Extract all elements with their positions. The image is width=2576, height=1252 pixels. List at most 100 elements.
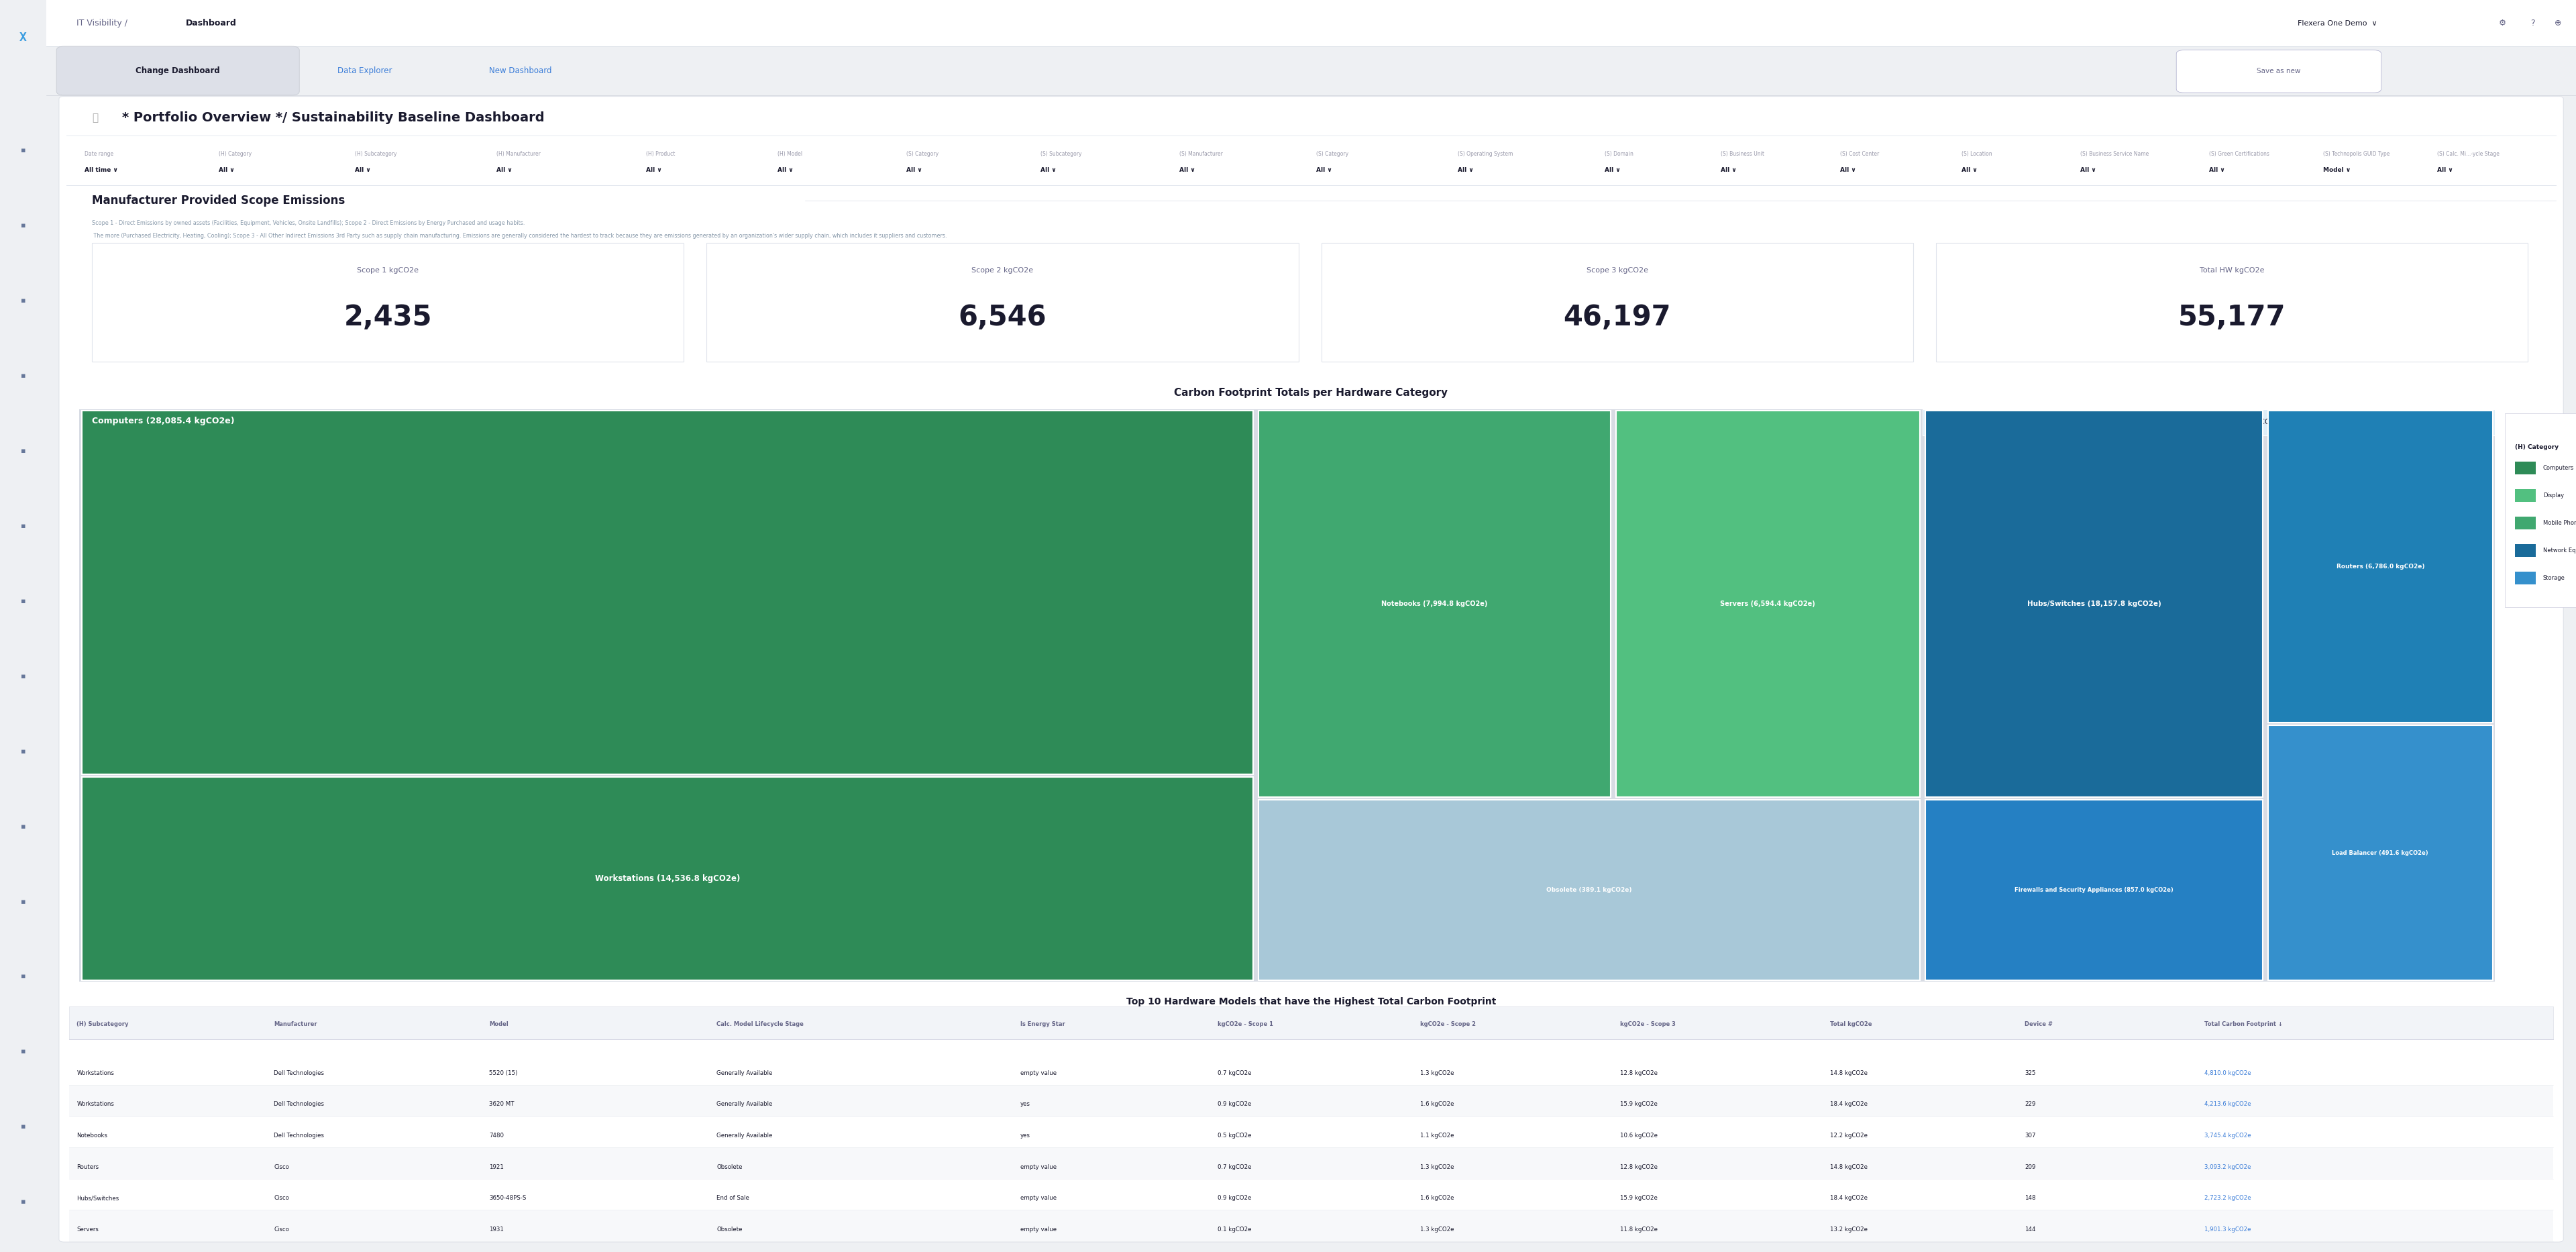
Text: 1.1 kgCO2e: 1.1 kgCO2e — [1419, 1133, 1453, 1138]
Text: Save as new: Save as new — [2257, 68, 2300, 75]
Text: (H) Category: (H) Category — [219, 151, 252, 156]
Text: 1,901.3 kgCO2e: 1,901.3 kgCO2e — [2205, 1227, 2251, 1232]
Text: kgCO2e - Scope 1: kgCO2e - Scope 1 — [1218, 1022, 1273, 1027]
Text: 18.4 kgCO2e: 18.4 kgCO2e — [1829, 1196, 1868, 1201]
Text: 46,197: 46,197 — [1564, 303, 1672, 332]
Text: empty value: empty value — [1020, 1196, 1056, 1201]
Text: Manufacturer Provided Scope Emissions: Manufacturer Provided Scope Emissions — [93, 194, 345, 207]
Text: (S) Manufacturer: (S) Manufacturer — [1180, 151, 1224, 156]
Bar — [1924, 800, 2264, 980]
Text: The more (Purchased Electricity, Heating, Cooling); Scope 3 - All Other Indirect: The more (Purchased Electricity, Heating… — [93, 233, 948, 239]
Text: 1.3 kgCO2e: 1.3 kgCO2e — [1419, 1070, 1453, 1075]
Text: All ∨: All ∨ — [1180, 168, 1195, 173]
Text: (S) Category: (S) Category — [1316, 151, 1347, 156]
Bar — [70, 1147, 2553, 1179]
Text: 1.3 kgCO2e: 1.3 kgCO2e — [1419, 1164, 1453, 1169]
Text: 1.3 kgCO2e: 1.3 kgCO2e — [1419, 1227, 1453, 1232]
Text: 2,435: 2,435 — [343, 303, 433, 332]
Text: Carbon Footprint Totals per Hardware Category: Carbon Footprint Totals per Hardware Cat… — [1175, 388, 1448, 398]
Text: ?: ? — [2530, 19, 2535, 28]
Text: 11.8 kgCO2e: 11.8 kgCO2e — [1620, 1227, 1656, 1232]
Text: All ∨: All ∨ — [219, 168, 234, 173]
Text: All ∨: All ∨ — [778, 168, 793, 173]
Text: All ∨: All ∨ — [907, 168, 922, 173]
Text: kgCO2e - Scope 3: kgCO2e - Scope 3 — [1620, 1022, 1674, 1027]
Bar — [70, 1209, 2553, 1242]
Text: All ∨: All ∨ — [2210, 168, 2226, 173]
Bar — [2514, 462, 2535, 475]
Text: X: X — [21, 31, 26, 44]
Text: Obsolete (389.1 kgCO2e): Obsolete (389.1 kgCO2e) — [1546, 886, 1631, 893]
Text: (S) Cost Center: (S) Cost Center — [1839, 151, 1878, 156]
Text: (S) Green Certifications: (S) Green Certifications — [2210, 151, 2269, 156]
Text: 14.8 kgCO2e: 14.8 kgCO2e — [1829, 1164, 1868, 1169]
Bar — [70, 1117, 2553, 1147]
Text: All ∨: All ∨ — [2081, 168, 2097, 173]
Text: 0.7 kgCO2e: 0.7 kgCO2e — [1218, 1164, 1252, 1169]
Text: Scope 3 kgCO2e: Scope 3 kgCO2e — [1587, 267, 1649, 274]
Text: Hubs/Switches (18,157.8 kgCO2e): Hubs/Switches (18,157.8 kgCO2e) — [2027, 601, 2161, 607]
Text: Hubs/Switches: Hubs/Switches — [77, 1196, 118, 1201]
Text: 229: 229 — [2025, 1102, 2035, 1107]
Text: ▪: ▪ — [21, 372, 26, 379]
Bar — [2514, 545, 2535, 557]
Text: (H) Category: (H) Category — [2514, 444, 2558, 451]
Bar — [2514, 490, 2535, 502]
Text: (S) Location: (S) Location — [1960, 151, 1991, 156]
Text: All ∨: All ∨ — [1316, 168, 1332, 173]
FancyBboxPatch shape — [59, 96, 2563, 1242]
Text: kgCO2e - Scope 2: kgCO2e - Scope 2 — [1419, 1022, 1476, 1027]
Text: 1921: 1921 — [489, 1164, 505, 1169]
Text: All ∨: All ∨ — [1605, 168, 1620, 173]
Text: Model ∨: Model ∨ — [2324, 168, 2352, 173]
Text: 1931: 1931 — [489, 1227, 505, 1232]
Text: Dell Technologies: Dell Technologies — [273, 1133, 325, 1138]
Text: Firewalls and Security Appliances (857.0 kgCO2e): Firewalls and Security Appliances (857.0… — [2014, 886, 2174, 893]
Text: ▪: ▪ — [21, 898, 26, 905]
Text: yes: yes — [1020, 1133, 1030, 1138]
Text: Flexera One Demo  ∨: Flexera One Demo ∨ — [2298, 20, 2378, 26]
Text: ▪: ▪ — [21, 297, 26, 304]
Bar — [70, 1179, 2553, 1209]
Text: (H) Subcategory: (H) Subcategory — [77, 1022, 129, 1027]
Text: Network Equipment: Network Equipment — [2543, 547, 2576, 553]
Text: All ∨: All ∨ — [1960, 168, 1978, 173]
Text: IT Visibility /: IT Visibility / — [77, 19, 131, 28]
Text: Routers (6,786.0 kgCO2e): Routers (6,786.0 kgCO2e) — [2336, 563, 2424, 570]
Text: All ∨: All ∨ — [647, 168, 662, 173]
Text: (S) Operating System: (S) Operating System — [1458, 151, 1512, 156]
Text: ▪: ▪ — [21, 672, 26, 680]
Text: ▪: ▪ — [21, 146, 26, 154]
Text: Workstations: Workstations — [77, 1102, 113, 1107]
Text: 10.6 kgCO2e: 10.6 kgCO2e — [1620, 1133, 1656, 1138]
Bar — [2267, 725, 2494, 980]
Text: Change Dashboard: Change Dashboard — [137, 66, 219, 75]
Text: Model: Model — [489, 1022, 507, 1027]
Text: Total HW kgCO2e: Total HW kgCO2e — [2200, 267, 2264, 274]
Bar — [70, 1007, 2553, 1039]
Text: 3,745.4 kgCO2e: 3,745.4 kgCO2e — [2205, 1133, 2251, 1138]
Bar — [1321, 243, 1914, 362]
Bar — [1257, 800, 1919, 980]
Text: Scope 1 - Direct Emissions by owned assets (Facilities, Equipment, Vehicles, Ons: Scope 1 - Direct Emissions by owned asse… — [93, 220, 526, 227]
Text: (S) Domain: (S) Domain — [1605, 151, 1633, 156]
Text: Computers (28,085.4 kgCO2e): Computers (28,085.4 kgCO2e) — [93, 417, 234, 426]
Text: All ∨: All ∨ — [1041, 168, 1056, 173]
Text: empty value: empty value — [1020, 1164, 1056, 1169]
Text: (S) Business Service Name: (S) Business Service Name — [2081, 151, 2148, 156]
Text: 6,546: 6,546 — [958, 303, 1046, 332]
Text: 0.1 kgCO2e: 0.1 kgCO2e — [1218, 1227, 1252, 1232]
Text: ▪: ▪ — [21, 1198, 26, 1206]
Text: ▪: ▪ — [21, 597, 26, 605]
Text: Obsolete: Obsolete — [716, 1227, 742, 1232]
FancyBboxPatch shape — [57, 46, 299, 95]
Text: Display: Display — [2543, 492, 2563, 498]
Text: empty value: empty value — [1020, 1070, 1056, 1075]
Text: Generally Available: Generally Available — [716, 1133, 773, 1138]
Text: ▪: ▪ — [21, 522, 26, 530]
Text: Total kgCO2e: Total kgCO2e — [1829, 1022, 1873, 1027]
Text: All ∨: All ∨ — [1458, 168, 1473, 173]
Text: Notebooks (7,994.8 kgCO2e): Notebooks (7,994.8 kgCO2e) — [1381, 601, 1486, 607]
Text: 144: 144 — [2025, 1227, 2035, 1232]
Text: ▪: ▪ — [21, 447, 26, 454]
